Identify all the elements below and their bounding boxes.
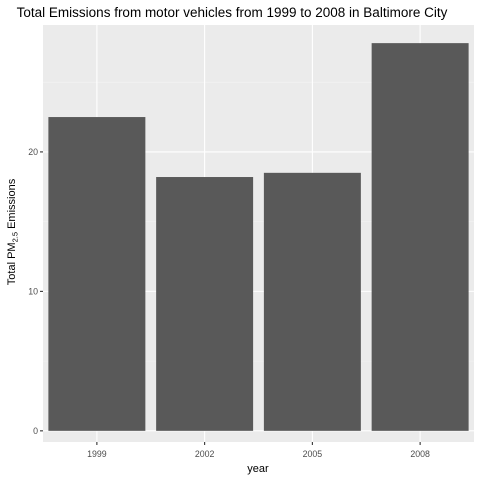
y-tick-label: 0: [33, 426, 38, 436]
bars: [48, 43, 469, 431]
y-axis-title-suffix: Emissions: [6, 178, 18, 232]
x-tick-label: 2002: [195, 449, 215, 459]
y-axis-title-subscript: 2.5: [11, 232, 20, 242]
y-axis-title: Total PM2.5 Emissions: [6, 178, 20, 285]
bar-2002: [156, 177, 254, 431]
y-axis: 0 10 20: [28, 147, 43, 436]
y-tick-label: 20: [28, 147, 38, 157]
x-tick-label: 2005: [303, 449, 323, 459]
bar-1999: [48, 117, 146, 431]
bar-2008: [371, 43, 469, 431]
y-tick-label: 10: [28, 286, 38, 296]
x-tick-label: 1999: [87, 449, 107, 459]
chart-title: Total Emissions from motor vehicles from…: [17, 5, 448, 20]
y-axis-title-prefix: Total PM: [6, 242, 18, 285]
x-axis: 1999 2002 2005 2008: [87, 442, 430, 459]
bar-2005: [263, 172, 361, 431]
x-axis-title: year: [247, 463, 269, 475]
x-tick-label: 2008: [410, 449, 430, 459]
